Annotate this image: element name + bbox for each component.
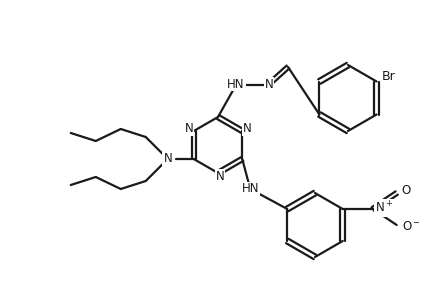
Text: O: O <box>402 185 411 197</box>
Text: N: N <box>243 122 252 135</box>
Text: N: N <box>164 152 172 166</box>
Text: HN: HN <box>242 183 259 195</box>
Text: N: N <box>216 169 225 183</box>
Text: O$^-$: O$^-$ <box>402 221 421 234</box>
Text: N: N <box>265 78 273 91</box>
Text: N$^+$: N$^+$ <box>375 200 393 216</box>
Text: Br: Br <box>382 70 395 83</box>
Text: HN: HN <box>227 78 245 91</box>
Text: N: N <box>184 122 193 135</box>
